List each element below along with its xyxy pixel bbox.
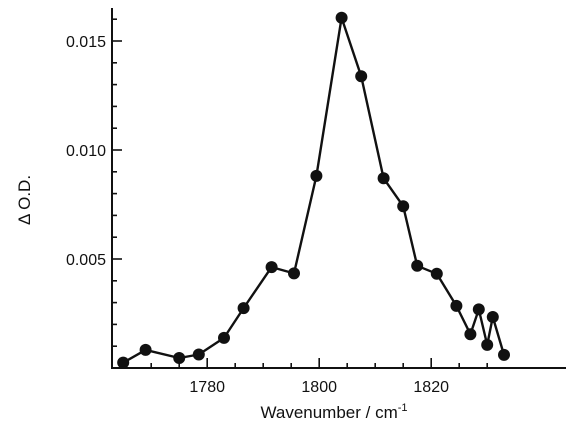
data-point (411, 259, 424, 272)
y-tick-label: 0.005 (66, 252, 106, 269)
data-point (117, 356, 130, 369)
y-axis-ticks: 0.005 0.010 0.015 (66, 18, 122, 348)
y-axis-title: Δ O.D. (15, 175, 34, 225)
data-point (430, 267, 443, 280)
data-point (450, 299, 463, 312)
data-point (139, 343, 152, 356)
data-point (192, 348, 205, 361)
data-point (335, 11, 348, 24)
x-tick-label: 1820 (413, 379, 449, 396)
plot-area: 0.005 0.010 0.015 1780 1800 1820 (66, 8, 566, 396)
x-axis-title: Wavenumber / cm-1 (260, 402, 407, 422)
data-point (310, 169, 323, 182)
x-axis-ticks: 1780 1800 1820 (122, 358, 489, 396)
y-tick-label: 0.015 (66, 34, 106, 51)
data-point (355, 70, 368, 83)
data-point (288, 267, 300, 280)
x-axis-title-superscript: -1 (398, 402, 408, 414)
x-tick-label: 1780 (189, 379, 225, 396)
data-point (265, 261, 278, 274)
data-point (397, 200, 410, 213)
data-point (498, 348, 510, 361)
data-point (481, 338, 494, 351)
data-point (237, 302, 250, 315)
data-point (464, 328, 477, 341)
data-point (218, 331, 230, 344)
data-point (173, 352, 186, 364)
series-line (122, 16, 506, 364)
y-tick-label: 0.010 (66, 143, 106, 160)
data-point (472, 303, 485, 316)
series-markers (117, 11, 510, 369)
x-tick-label: 1800 (301, 379, 337, 396)
data-point (486, 311, 499, 323)
data-point (377, 172, 390, 185)
x-axis-title-main: Wavenumber / cm (260, 403, 397, 422)
